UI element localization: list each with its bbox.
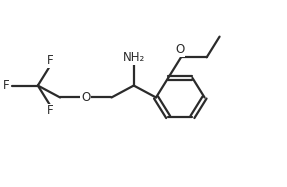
Text: F: F xyxy=(3,79,9,92)
Text: O: O xyxy=(175,43,184,56)
Text: NH₂: NH₂ xyxy=(123,51,145,64)
Text: F: F xyxy=(47,105,54,117)
Text: F: F xyxy=(47,54,54,67)
Text: O: O xyxy=(81,91,90,104)
